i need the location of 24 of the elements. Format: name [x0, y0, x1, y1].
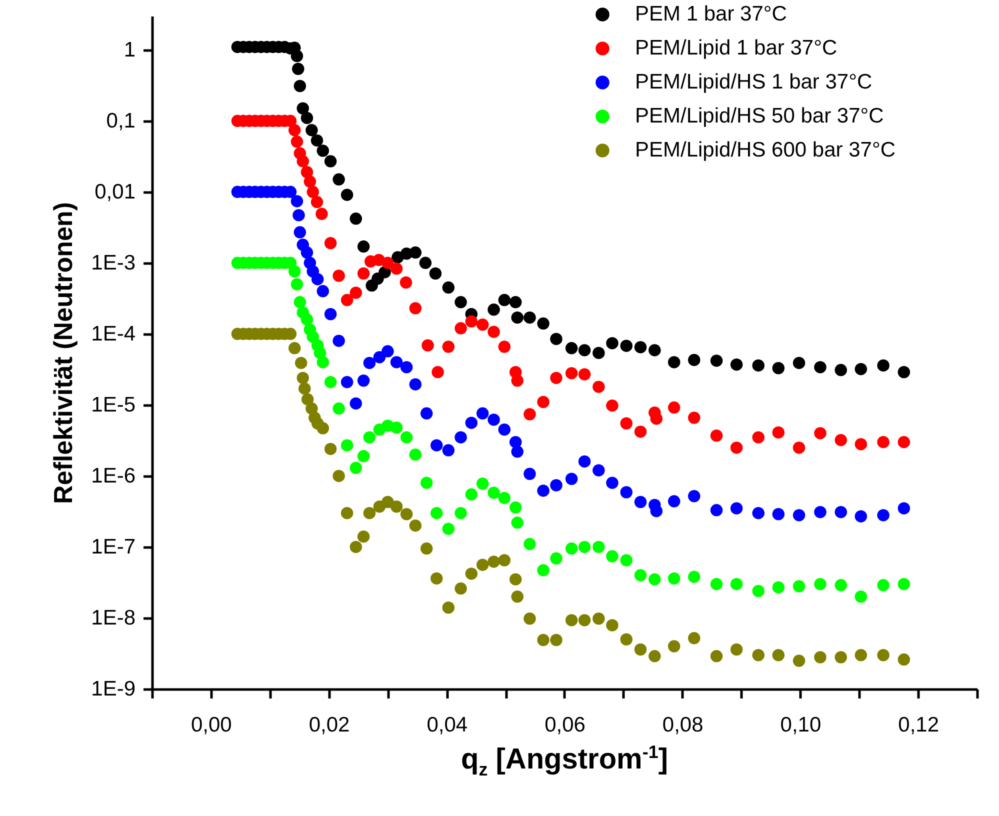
y-tick-label: 1E-9 [91, 678, 136, 700]
y-axis-title: Reflektivität (Neutronen) [48, 202, 78, 504]
legend-label: PEM/Lipid 1 bar 37°C [635, 36, 838, 60]
x-tick-label: 0,04 [426, 714, 468, 736]
x-tick-label: 0,00 [190, 714, 232, 736]
y-tick-label: 1E-3 [91, 251, 136, 274]
legend-label: PEM/Lipid/HS 1 bar 37°C [635, 70, 872, 94]
y-tick-label: 1E-6 [91, 464, 136, 488]
x-tick-label: 0,10 [780, 714, 822, 736]
y-tick-label: 0,01 [94, 180, 136, 204]
x-axis-title: q$_{z}$ [Angstrom$^{-1}$] [460, 742, 670, 780]
x-tick-label: 0,12 [898, 714, 940, 736]
y-tick-label: 1E-7 [91, 535, 136, 558]
legend-label: PEM 1 bar 37°C [635, 2, 787, 26]
x-tick-label: 0,06 [544, 714, 586, 736]
y-tick-label: 1E-8 [91, 606, 136, 630]
y-tick-label: 1 [124, 38, 136, 62]
y-tick-label: 1E-5 [91, 393, 136, 416]
y-tick-label: 1E-4 [91, 322, 136, 346]
legend-label: PEM/Lipid/HS 600 bar 37°C [635, 138, 896, 162]
x-tick-label: 0,08 [662, 714, 704, 736]
x-tick-label: 0,02 [308, 714, 350, 736]
legend-label: PEM/Lipid/HS 50 bar 37°C [635, 104, 884, 128]
y-tick-label: 0,1 [106, 109, 136, 132]
